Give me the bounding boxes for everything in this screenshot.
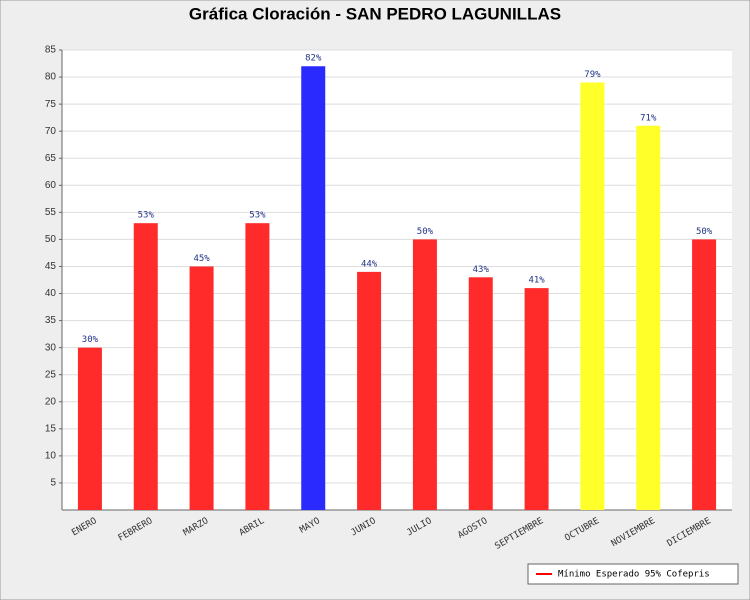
data-label: 43% xyxy=(473,265,490,275)
data-label: 44% xyxy=(361,259,378,269)
data-label: 41% xyxy=(528,276,545,286)
y-tick-label: 45 xyxy=(45,261,57,272)
bar xyxy=(189,266,214,510)
data-label: 50% xyxy=(696,227,713,237)
y-tick-label: 20 xyxy=(45,396,57,407)
bar xyxy=(245,223,270,511)
y-tick-label: 40 xyxy=(45,288,57,299)
y-tick-label: 60 xyxy=(45,180,57,191)
data-label: 30% xyxy=(82,335,99,345)
y-tick-label: 5 xyxy=(50,478,56,489)
y-tick-label: 50 xyxy=(45,234,57,245)
bar xyxy=(580,82,605,511)
y-tick-label: 80 xyxy=(45,72,57,83)
data-label: 50% xyxy=(417,227,434,237)
bar xyxy=(468,277,493,510)
bar xyxy=(412,239,437,511)
bar xyxy=(77,347,102,510)
data-label: 45% xyxy=(193,254,210,264)
y-tick-label: 85 xyxy=(45,45,57,56)
data-label: 53% xyxy=(138,211,155,221)
bar xyxy=(692,239,717,511)
y-tick-label: 55 xyxy=(45,207,57,218)
y-tick-label: 30 xyxy=(45,342,57,353)
y-tick-label: 25 xyxy=(45,369,57,380)
y-tick-label: 10 xyxy=(45,451,57,462)
data-label: 53% xyxy=(249,211,266,221)
plot-area xyxy=(62,50,732,510)
y-tick-label: 65 xyxy=(45,153,57,164)
data-label: 71% xyxy=(640,113,657,123)
chart-title: Gráfica Cloración - SAN PEDRO LAGUNILLAS xyxy=(189,4,561,23)
bar xyxy=(636,125,661,510)
data-label: 79% xyxy=(584,70,601,80)
bar xyxy=(357,271,382,510)
data-label: 82% xyxy=(305,54,322,64)
y-tick-label: 75 xyxy=(45,99,57,110)
y-tick-label: 35 xyxy=(45,315,57,326)
bar xyxy=(301,66,326,510)
bar xyxy=(524,288,549,510)
legend-label: Mínimo Esperado 95% Cofepris xyxy=(558,570,710,580)
y-tick-label: 15 xyxy=(45,423,57,434)
bar xyxy=(133,223,158,511)
legend-box xyxy=(527,563,739,585)
y-tick-label: 70 xyxy=(45,126,57,137)
